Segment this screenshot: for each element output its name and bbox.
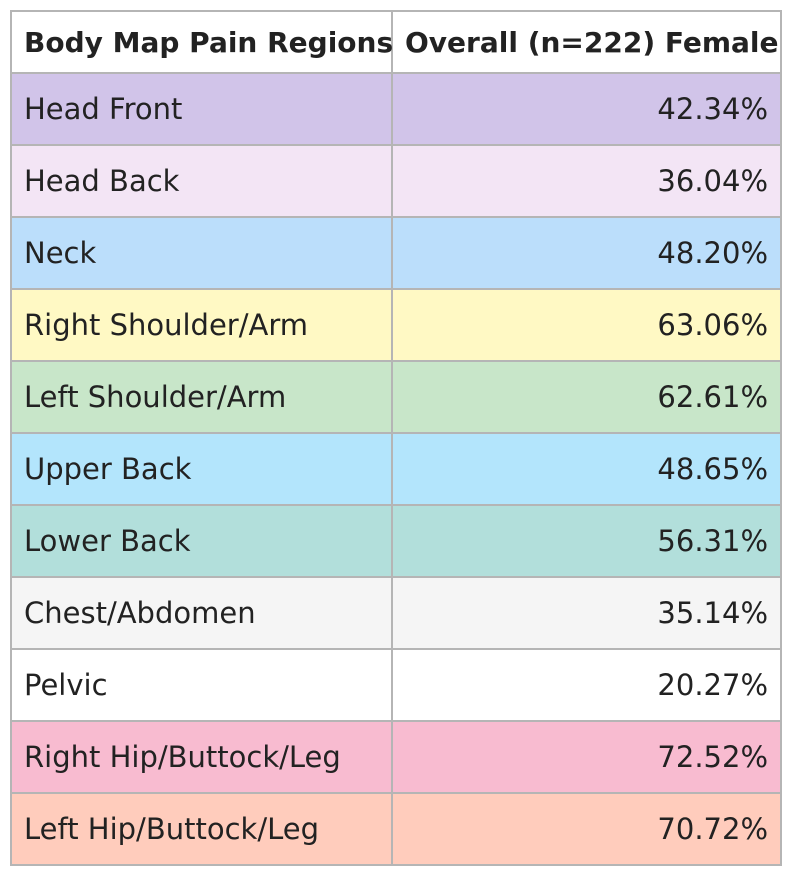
table-row: Head Front 42.34% [10, 72, 782, 146]
percentage-cell: 35.14% [391, 576, 782, 650]
region-cell: Right Hip/Buttock/Leg [10, 720, 393, 794]
overall-female-column-header: Overall (n=222) Female [391, 10, 782, 74]
region-cell: Head Back [10, 144, 393, 218]
percentage-cell: 36.04% [391, 144, 782, 218]
table-row: Pelvic 20.27% [10, 648, 782, 722]
table-row: Head Back 36.04% [10, 144, 782, 218]
region-cell: Chest/Abdomen [10, 576, 393, 650]
percentage-cell: 70.72% [391, 792, 782, 866]
region-cell: Left Shoulder/Arm [10, 360, 393, 434]
region-cell: Neck [10, 216, 393, 290]
percentage-cell: 62.61% [391, 360, 782, 434]
table-row: Chest/Abdomen 35.14% [10, 576, 782, 650]
percentage-cell: 48.20% [391, 216, 782, 290]
region-cell: Left Hip/Buttock/Leg [10, 792, 393, 866]
region-cell: Pelvic [10, 648, 393, 722]
region-column-header: Body Map Pain Regions [10, 10, 393, 74]
table-row: Right Hip/Buttock/Leg 72.52% [10, 720, 782, 794]
percentage-cell: 48.65% [391, 432, 782, 506]
table-body: Head Front 42.34% Head Back 36.04% Neck 48.20… [10, 72, 782, 866]
table-row: Left Hip/Buttock/Leg 70.72% [10, 792, 782, 866]
percentage-cell: 72.52% [391, 720, 782, 794]
table-row: Lower Back 56.31% [10, 504, 782, 578]
percentage-cell: 42.34% [391, 72, 782, 146]
percentage-cell: 20.27% [391, 648, 782, 722]
region-cell: Upper Back [10, 432, 393, 506]
table-row: Neck 48.20% [10, 216, 782, 290]
table-row: Right Shoulder/Arm 63.06% [10, 288, 782, 362]
table-row: Left Shoulder/Arm 62.61% [10, 360, 782, 434]
region-cell: Right Shoulder/Arm [10, 288, 393, 362]
percentage-cell: 56.31% [391, 504, 782, 578]
table-row: Upper Back 48.65% [10, 432, 782, 506]
percentage-cell: 63.06% [391, 288, 782, 362]
table-header-row: Body Map Pain Regions Overall (n=222) Fe… [10, 10, 782, 74]
region-cell: Head Front [10, 72, 393, 146]
pain-regions-table: Body Map Pain Regions Overall (n=222) Fe… [10, 10, 782, 866]
region-cell: Lower Back [10, 504, 393, 578]
